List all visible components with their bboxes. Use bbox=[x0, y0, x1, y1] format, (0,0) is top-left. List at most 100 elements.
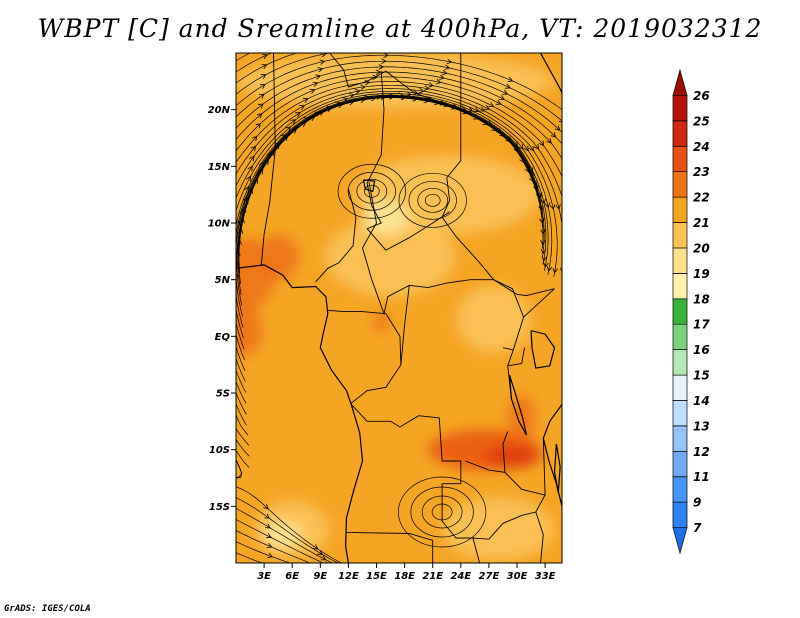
streamline-arrow bbox=[265, 523, 271, 529]
country-border bbox=[493, 279, 525, 399]
shade-hot-guinea bbox=[257, 234, 299, 280]
country-border bbox=[350, 313, 402, 404]
coastline bbox=[236, 264, 364, 563]
streamline bbox=[236, 391, 247, 415]
streamline-arrow bbox=[499, 95, 505, 100]
lat-tick-label: 10S bbox=[209, 445, 230, 456]
streamline-arrow bbox=[243, 198, 249, 205]
streamline bbox=[236, 530, 312, 563]
map-frame bbox=[235, 52, 563, 564]
shade-hot-coast-east bbox=[507, 395, 536, 441]
country-border bbox=[523, 288, 555, 318]
streamline-arrow bbox=[251, 135, 258, 142]
streamline-arrow bbox=[389, 94, 395, 100]
streamline bbox=[236, 486, 343, 563]
streamline bbox=[236, 53, 251, 62]
shade-hot-west-eq bbox=[236, 305, 263, 356]
colorbar-label: 14 bbox=[693, 394, 710, 408]
streamline-arrow bbox=[549, 204, 556, 211]
country-border bbox=[456, 537, 481, 563]
streamline-arrow bbox=[231, 318, 236, 323]
colorbar-label: 7 bbox=[693, 521, 702, 535]
country-border bbox=[507, 347, 525, 367]
streamline-arrow bbox=[264, 513, 270, 519]
streamline-arrow bbox=[418, 87, 425, 94]
lon-tick-label: 27E bbox=[479, 571, 500, 582]
country-border bbox=[345, 531, 434, 563]
vortex-loop bbox=[408, 180, 457, 220]
streamline-arrow bbox=[239, 209, 245, 215]
streamline-arrow bbox=[550, 132, 557, 138]
shade-hot-mozambique-core bbox=[484, 445, 541, 468]
streamline-arrow bbox=[446, 58, 453, 65]
streamline-arrow bbox=[348, 93, 355, 99]
streamline-arrow bbox=[236, 285, 238, 289]
streamline-arrow bbox=[372, 74, 378, 81]
streamline-arrow bbox=[317, 67, 324, 73]
streamline bbox=[236, 357, 246, 382]
streamline bbox=[236, 541, 292, 563]
vortex-loop bbox=[347, 171, 396, 211]
colorbar-label: 25 bbox=[693, 114, 710, 128]
coastline bbox=[530, 330, 556, 369]
streamline bbox=[236, 449, 250, 468]
streamline-arrow bbox=[252, 178, 258, 184]
streamline-arrow bbox=[247, 165, 253, 172]
streamline bbox=[236, 94, 549, 271]
streamline-arrow bbox=[473, 107, 480, 113]
streamline-arrow bbox=[523, 145, 529, 152]
streamline-arrow bbox=[260, 74, 267, 80]
colorbar-segment bbox=[672, 95, 688, 122]
streamline-arrow bbox=[488, 102, 495, 107]
streamline-arrow bbox=[536, 193, 542, 199]
streamline-arrow bbox=[250, 145, 257, 152]
streamline bbox=[236, 71, 562, 145]
colorbar-label: 26 bbox=[693, 89, 710, 103]
shade-hot-central bbox=[372, 313, 390, 332]
country-border bbox=[327, 309, 386, 315]
streamline bbox=[236, 507, 333, 563]
colorbar-segment bbox=[672, 425, 688, 452]
streamline bbox=[236, 427, 250, 446]
streamline-arrow bbox=[321, 53, 327, 58]
streamline-arrow bbox=[528, 167, 534, 174]
streamline-arrow bbox=[555, 204, 561, 210]
colorbar-segment bbox=[672, 171, 688, 198]
streamline-arrow bbox=[309, 88, 316, 94]
streamline-arrow bbox=[507, 76, 514, 82]
streamline-arrow bbox=[364, 94, 370, 101]
country-border bbox=[362, 182, 494, 316]
streamline bbox=[236, 54, 562, 111]
streamline-arrow bbox=[428, 82, 435, 88]
streamline-arrow bbox=[532, 180, 538, 186]
streamline-arrow bbox=[533, 144, 539, 150]
streamline bbox=[236, 413, 249, 436]
colorbar-segment bbox=[672, 145, 688, 173]
country-border bbox=[329, 53, 461, 111]
colorbar-segment bbox=[672, 273, 688, 300]
streamline-arrow bbox=[236, 261, 240, 267]
map-title: WBPT [C] and Sreamline at 400hPa, VT: 20… bbox=[37, 14, 763, 43]
longitude-axis: 3E 6E 9E 12E 15E 18E 21E 24E 27E 30E 33E bbox=[257, 563, 556, 582]
streamline-arrow bbox=[259, 84, 266, 90]
streamline-arrow bbox=[376, 94, 383, 100]
streamline-arrow bbox=[266, 542, 273, 548]
streamline-arrow bbox=[496, 128, 502, 134]
colorbar-label: 24 bbox=[693, 140, 710, 154]
streamline-arrow bbox=[383, 53, 389, 58]
vortex-loop bbox=[356, 178, 388, 204]
streamline-arrow bbox=[315, 74, 321, 80]
country-border bbox=[472, 494, 546, 540]
country-border bbox=[315, 188, 357, 283]
streamline-arrow bbox=[259, 161, 265, 168]
colorbar-label: 18 bbox=[693, 292, 710, 306]
streamline bbox=[236, 518, 325, 563]
streamline-arrow bbox=[543, 262, 549, 268]
streamline-arrow bbox=[412, 89, 419, 96]
streamline-arrow bbox=[540, 239, 546, 246]
streamline bbox=[236, 333, 245, 361]
streamline-arrow bbox=[299, 105, 306, 111]
streamline bbox=[236, 438, 250, 457]
streamline bbox=[237, 96, 543, 295]
